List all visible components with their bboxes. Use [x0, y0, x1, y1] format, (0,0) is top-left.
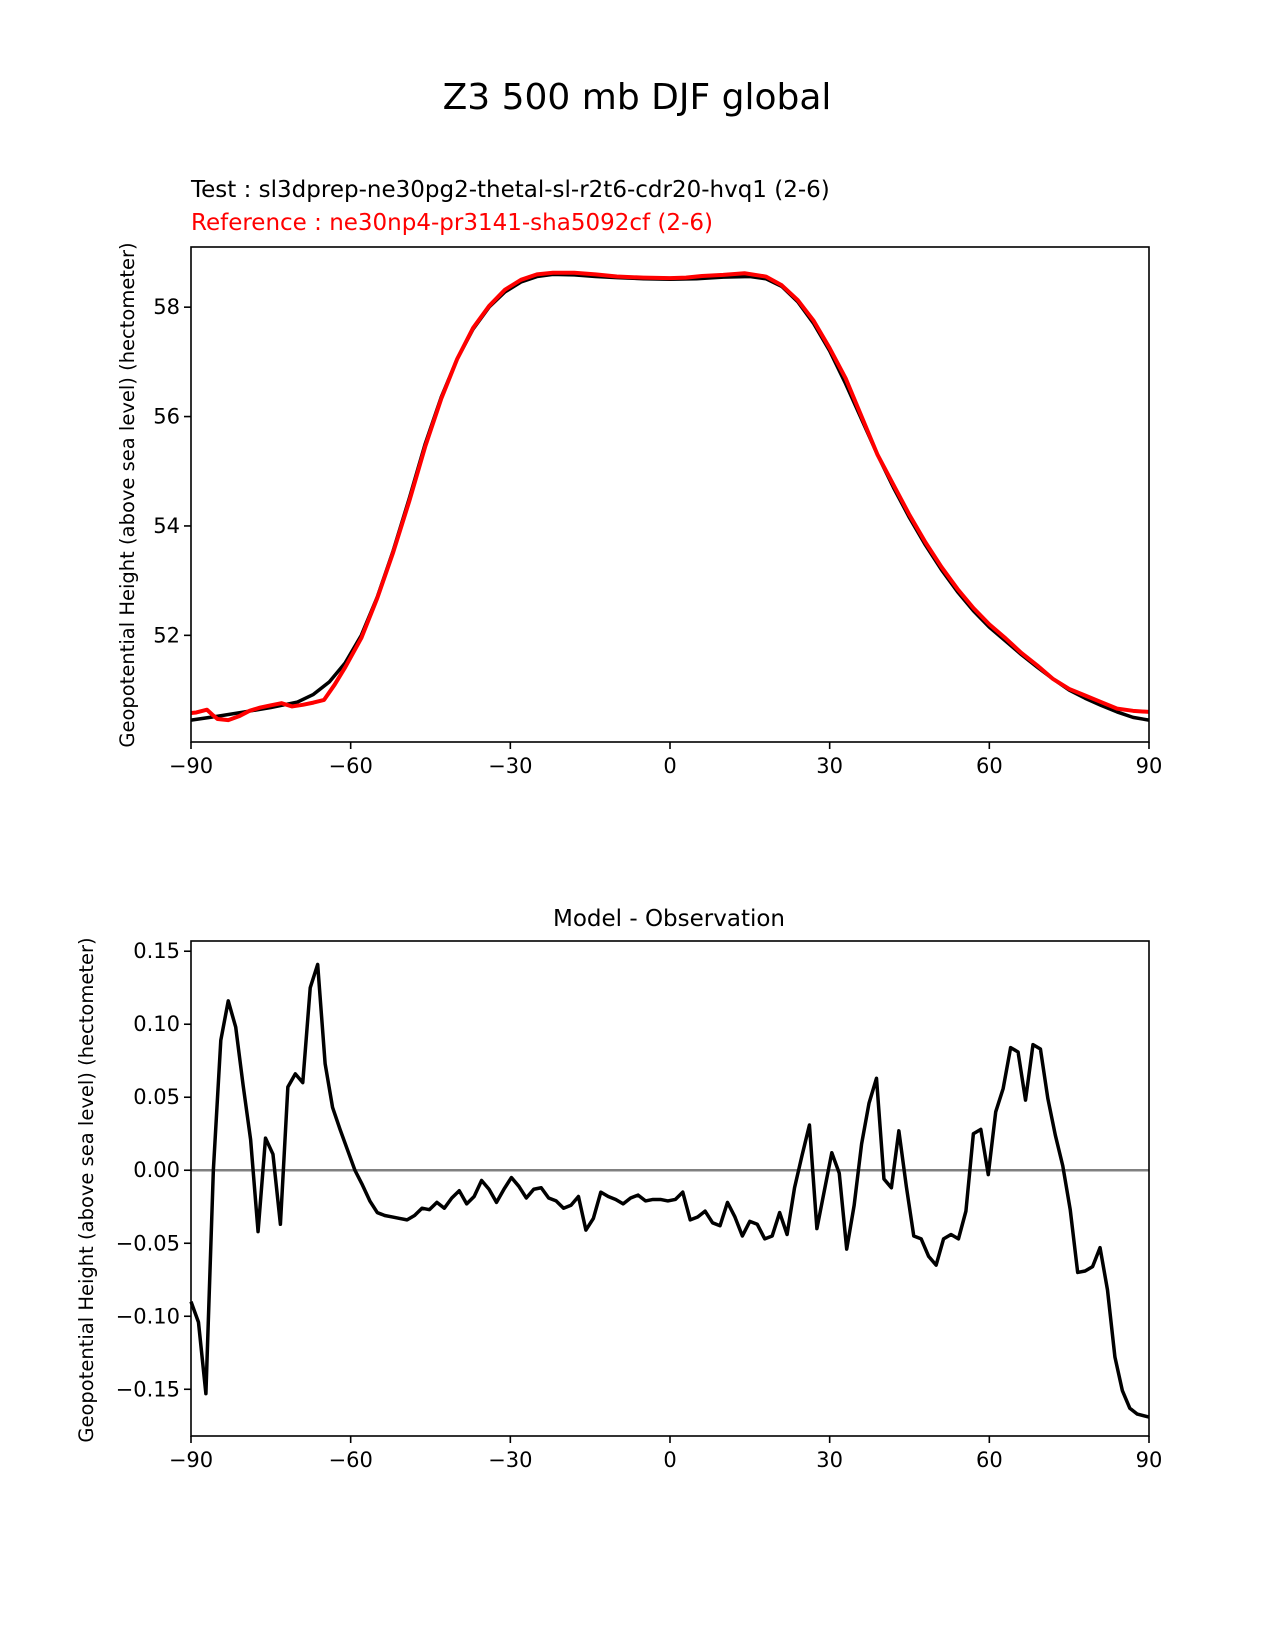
- bottom-ytick-label: 0.10: [133, 1012, 180, 1036]
- top-ytick-label: 52: [153, 623, 180, 647]
- bottom-ytick-label: −0.05: [116, 1231, 180, 1255]
- top-ytick-label: 54: [153, 514, 180, 538]
- top-ylabel: Geopotential Height (above sea level) (h…: [116, 242, 139, 747]
- top-xtick-label: −30: [488, 754, 532, 778]
- bottom-xtick-label: 60: [976, 1448, 1003, 1472]
- bottom-plot-area: −90 −60 −30 0 30 60 90 −0.15 −0.10 −0.05 0.00 0.05 0…: [116, 939, 1163, 1472]
- bottom-xtick-label: 30: [816, 1448, 843, 1472]
- figure-suptitle: Z3 500 mb DJF global: [443, 77, 832, 118]
- top-ytick-label: 58: [153, 295, 180, 319]
- reference-label: Reference : ne30np4-pr3141-sha5092cf (2-…: [191, 210, 713, 236]
- top-xtick-label: 30: [816, 754, 843, 778]
- bottom-axes-frame: [190, 940, 1150, 1437]
- top-plot-area: −90 −60 −30 0 30 60 90 52 54 56 58: [153, 246, 1163, 778]
- top-series-test: [190, 272, 1150, 722]
- top-ytick-label: 56: [153, 405, 180, 429]
- bottom-xtick-label: −90: [169, 1448, 213, 1472]
- top-xtick-label: 90: [1136, 754, 1163, 778]
- bottom-ytick-label: 0.15: [133, 939, 180, 963]
- bottom-panel: Model - Observation −90 −60 −30 0 30 60 90 −0.1…: [75, 906, 1162, 1472]
- bottom-ytick-label: −0.10: [116, 1304, 180, 1328]
- top-panel: Test : sl3dprep-ne30pg2-thetal-sl-r2t6-c…: [116, 177, 1162, 778]
- bottom-xtick-label: 0: [663, 1448, 676, 1472]
- top-xtick-label: −90: [169, 754, 213, 778]
- top-series-reference: [190, 270, 1150, 723]
- top-xtick-label: 0: [663, 754, 676, 778]
- bottom-xtick-label: 90: [1136, 1448, 1163, 1472]
- bottom-xtick-label: −60: [329, 1448, 373, 1472]
- bottom-ylabel: Geopotential Height (above sea level) (h…: [75, 937, 98, 1442]
- bottom-series-line: [189, 962, 1150, 1419]
- top-axes-frame: [190, 246, 1150, 743]
- bottom-title: Model - Observation: [553, 906, 785, 932]
- bottom-ytick-label: 0.05: [133, 1085, 180, 1109]
- bottom-ytick-label: −0.15: [116, 1377, 180, 1401]
- bottom-xtick-label: −30: [488, 1448, 532, 1472]
- top-xtick-label: −60: [329, 754, 373, 778]
- test-label: Test : sl3dprep-ne30pg2-thetal-sl-r2t6-c…: [190, 177, 830, 203]
- top-xtick-label: 60: [976, 754, 1003, 778]
- bottom-ytick-label: 0.00: [133, 1158, 180, 1182]
